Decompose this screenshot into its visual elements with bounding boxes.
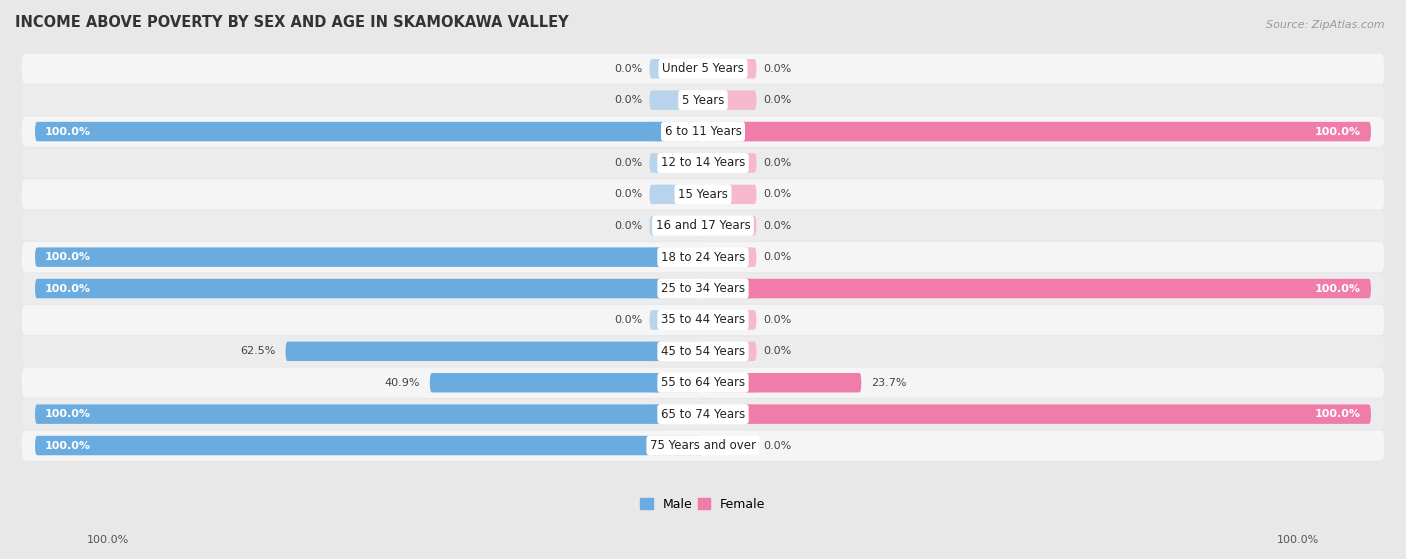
FancyBboxPatch shape xyxy=(21,305,1385,335)
FancyBboxPatch shape xyxy=(21,430,1385,461)
Text: 0.0%: 0.0% xyxy=(614,221,643,231)
FancyBboxPatch shape xyxy=(21,399,1385,429)
Text: 15 Years: 15 Years xyxy=(678,188,728,201)
FancyBboxPatch shape xyxy=(703,279,1371,299)
FancyBboxPatch shape xyxy=(430,373,703,392)
FancyBboxPatch shape xyxy=(703,122,756,141)
FancyBboxPatch shape xyxy=(703,91,756,110)
FancyBboxPatch shape xyxy=(650,184,703,204)
FancyBboxPatch shape xyxy=(21,85,1385,115)
FancyBboxPatch shape xyxy=(703,184,756,204)
FancyBboxPatch shape xyxy=(703,404,1371,424)
FancyBboxPatch shape xyxy=(703,436,756,455)
FancyBboxPatch shape xyxy=(650,59,703,78)
FancyBboxPatch shape xyxy=(21,116,1385,146)
Text: 100.0%: 100.0% xyxy=(45,409,91,419)
FancyBboxPatch shape xyxy=(21,273,1385,304)
Text: 100.0%: 100.0% xyxy=(1277,535,1319,545)
FancyBboxPatch shape xyxy=(703,310,756,330)
Text: 100.0%: 100.0% xyxy=(87,535,129,545)
FancyBboxPatch shape xyxy=(21,337,1385,367)
FancyBboxPatch shape xyxy=(21,211,1385,241)
Text: 18 to 24 Years: 18 to 24 Years xyxy=(661,250,745,264)
FancyBboxPatch shape xyxy=(703,216,756,235)
Text: 0.0%: 0.0% xyxy=(614,64,643,74)
FancyBboxPatch shape xyxy=(35,436,703,455)
FancyBboxPatch shape xyxy=(35,404,703,424)
FancyBboxPatch shape xyxy=(35,248,703,267)
FancyBboxPatch shape xyxy=(21,148,1385,178)
Text: Source: ZipAtlas.com: Source: ZipAtlas.com xyxy=(1267,20,1385,30)
Text: 0.0%: 0.0% xyxy=(763,64,792,74)
FancyBboxPatch shape xyxy=(35,279,703,299)
Text: 0.0%: 0.0% xyxy=(763,315,792,325)
FancyBboxPatch shape xyxy=(703,373,756,392)
Text: 100.0%: 100.0% xyxy=(45,283,91,293)
Text: Under 5 Years: Under 5 Years xyxy=(662,62,744,75)
FancyBboxPatch shape xyxy=(650,153,703,173)
Text: 75 Years and over: 75 Years and over xyxy=(650,439,756,452)
Text: 0.0%: 0.0% xyxy=(614,158,643,168)
FancyBboxPatch shape xyxy=(21,179,1385,210)
Text: 100.0%: 100.0% xyxy=(1315,283,1361,293)
FancyBboxPatch shape xyxy=(650,310,703,330)
Text: INCOME ABOVE POVERTY BY SEX AND AGE IN SKAMOKAWA VALLEY: INCOME ABOVE POVERTY BY SEX AND AGE IN S… xyxy=(15,15,568,30)
Text: 0.0%: 0.0% xyxy=(763,95,792,105)
FancyBboxPatch shape xyxy=(21,368,1385,398)
Text: 62.5%: 62.5% xyxy=(240,347,276,356)
Text: 65 to 74 Years: 65 to 74 Years xyxy=(661,408,745,420)
Text: 16 and 17 Years: 16 and 17 Years xyxy=(655,219,751,232)
FancyBboxPatch shape xyxy=(703,122,1371,141)
Text: 100.0%: 100.0% xyxy=(45,252,91,262)
FancyBboxPatch shape xyxy=(285,342,703,361)
Text: 0.0%: 0.0% xyxy=(763,221,792,231)
FancyBboxPatch shape xyxy=(703,279,756,299)
FancyBboxPatch shape xyxy=(650,404,703,424)
FancyBboxPatch shape xyxy=(650,436,703,455)
Text: 55 to 64 Years: 55 to 64 Years xyxy=(661,376,745,389)
Text: 45 to 54 Years: 45 to 54 Years xyxy=(661,345,745,358)
FancyBboxPatch shape xyxy=(650,248,703,267)
Text: 35 to 44 Years: 35 to 44 Years xyxy=(661,314,745,326)
Text: 100.0%: 100.0% xyxy=(45,126,91,136)
FancyBboxPatch shape xyxy=(650,216,703,235)
FancyBboxPatch shape xyxy=(21,242,1385,272)
Text: 0.0%: 0.0% xyxy=(763,252,792,262)
Text: 0.0%: 0.0% xyxy=(614,95,643,105)
FancyBboxPatch shape xyxy=(650,279,703,299)
Text: 0.0%: 0.0% xyxy=(614,315,643,325)
Text: 0.0%: 0.0% xyxy=(763,440,792,451)
Text: 25 to 34 Years: 25 to 34 Years xyxy=(661,282,745,295)
Text: 100.0%: 100.0% xyxy=(1315,409,1361,419)
FancyBboxPatch shape xyxy=(703,248,756,267)
FancyBboxPatch shape xyxy=(703,59,756,78)
FancyBboxPatch shape xyxy=(703,342,756,361)
Text: 5 Years: 5 Years xyxy=(682,94,724,107)
Text: 0.0%: 0.0% xyxy=(763,158,792,168)
Text: 6 to 11 Years: 6 to 11 Years xyxy=(665,125,741,138)
FancyBboxPatch shape xyxy=(650,342,703,361)
Text: 23.7%: 23.7% xyxy=(872,378,907,388)
Text: 0.0%: 0.0% xyxy=(763,347,792,356)
Text: 40.9%: 40.9% xyxy=(384,378,420,388)
FancyBboxPatch shape xyxy=(21,54,1385,84)
FancyBboxPatch shape xyxy=(703,373,862,392)
Text: 12 to 14 Years: 12 to 14 Years xyxy=(661,157,745,169)
FancyBboxPatch shape xyxy=(703,404,756,424)
FancyBboxPatch shape xyxy=(703,153,756,173)
FancyBboxPatch shape xyxy=(650,373,703,392)
FancyBboxPatch shape xyxy=(35,122,703,141)
FancyBboxPatch shape xyxy=(650,122,703,141)
Text: 0.0%: 0.0% xyxy=(614,190,643,200)
FancyBboxPatch shape xyxy=(650,91,703,110)
Text: 100.0%: 100.0% xyxy=(45,440,91,451)
Text: 0.0%: 0.0% xyxy=(763,190,792,200)
Text: 100.0%: 100.0% xyxy=(1315,126,1361,136)
Legend: Male, Female: Male, Female xyxy=(636,492,770,515)
